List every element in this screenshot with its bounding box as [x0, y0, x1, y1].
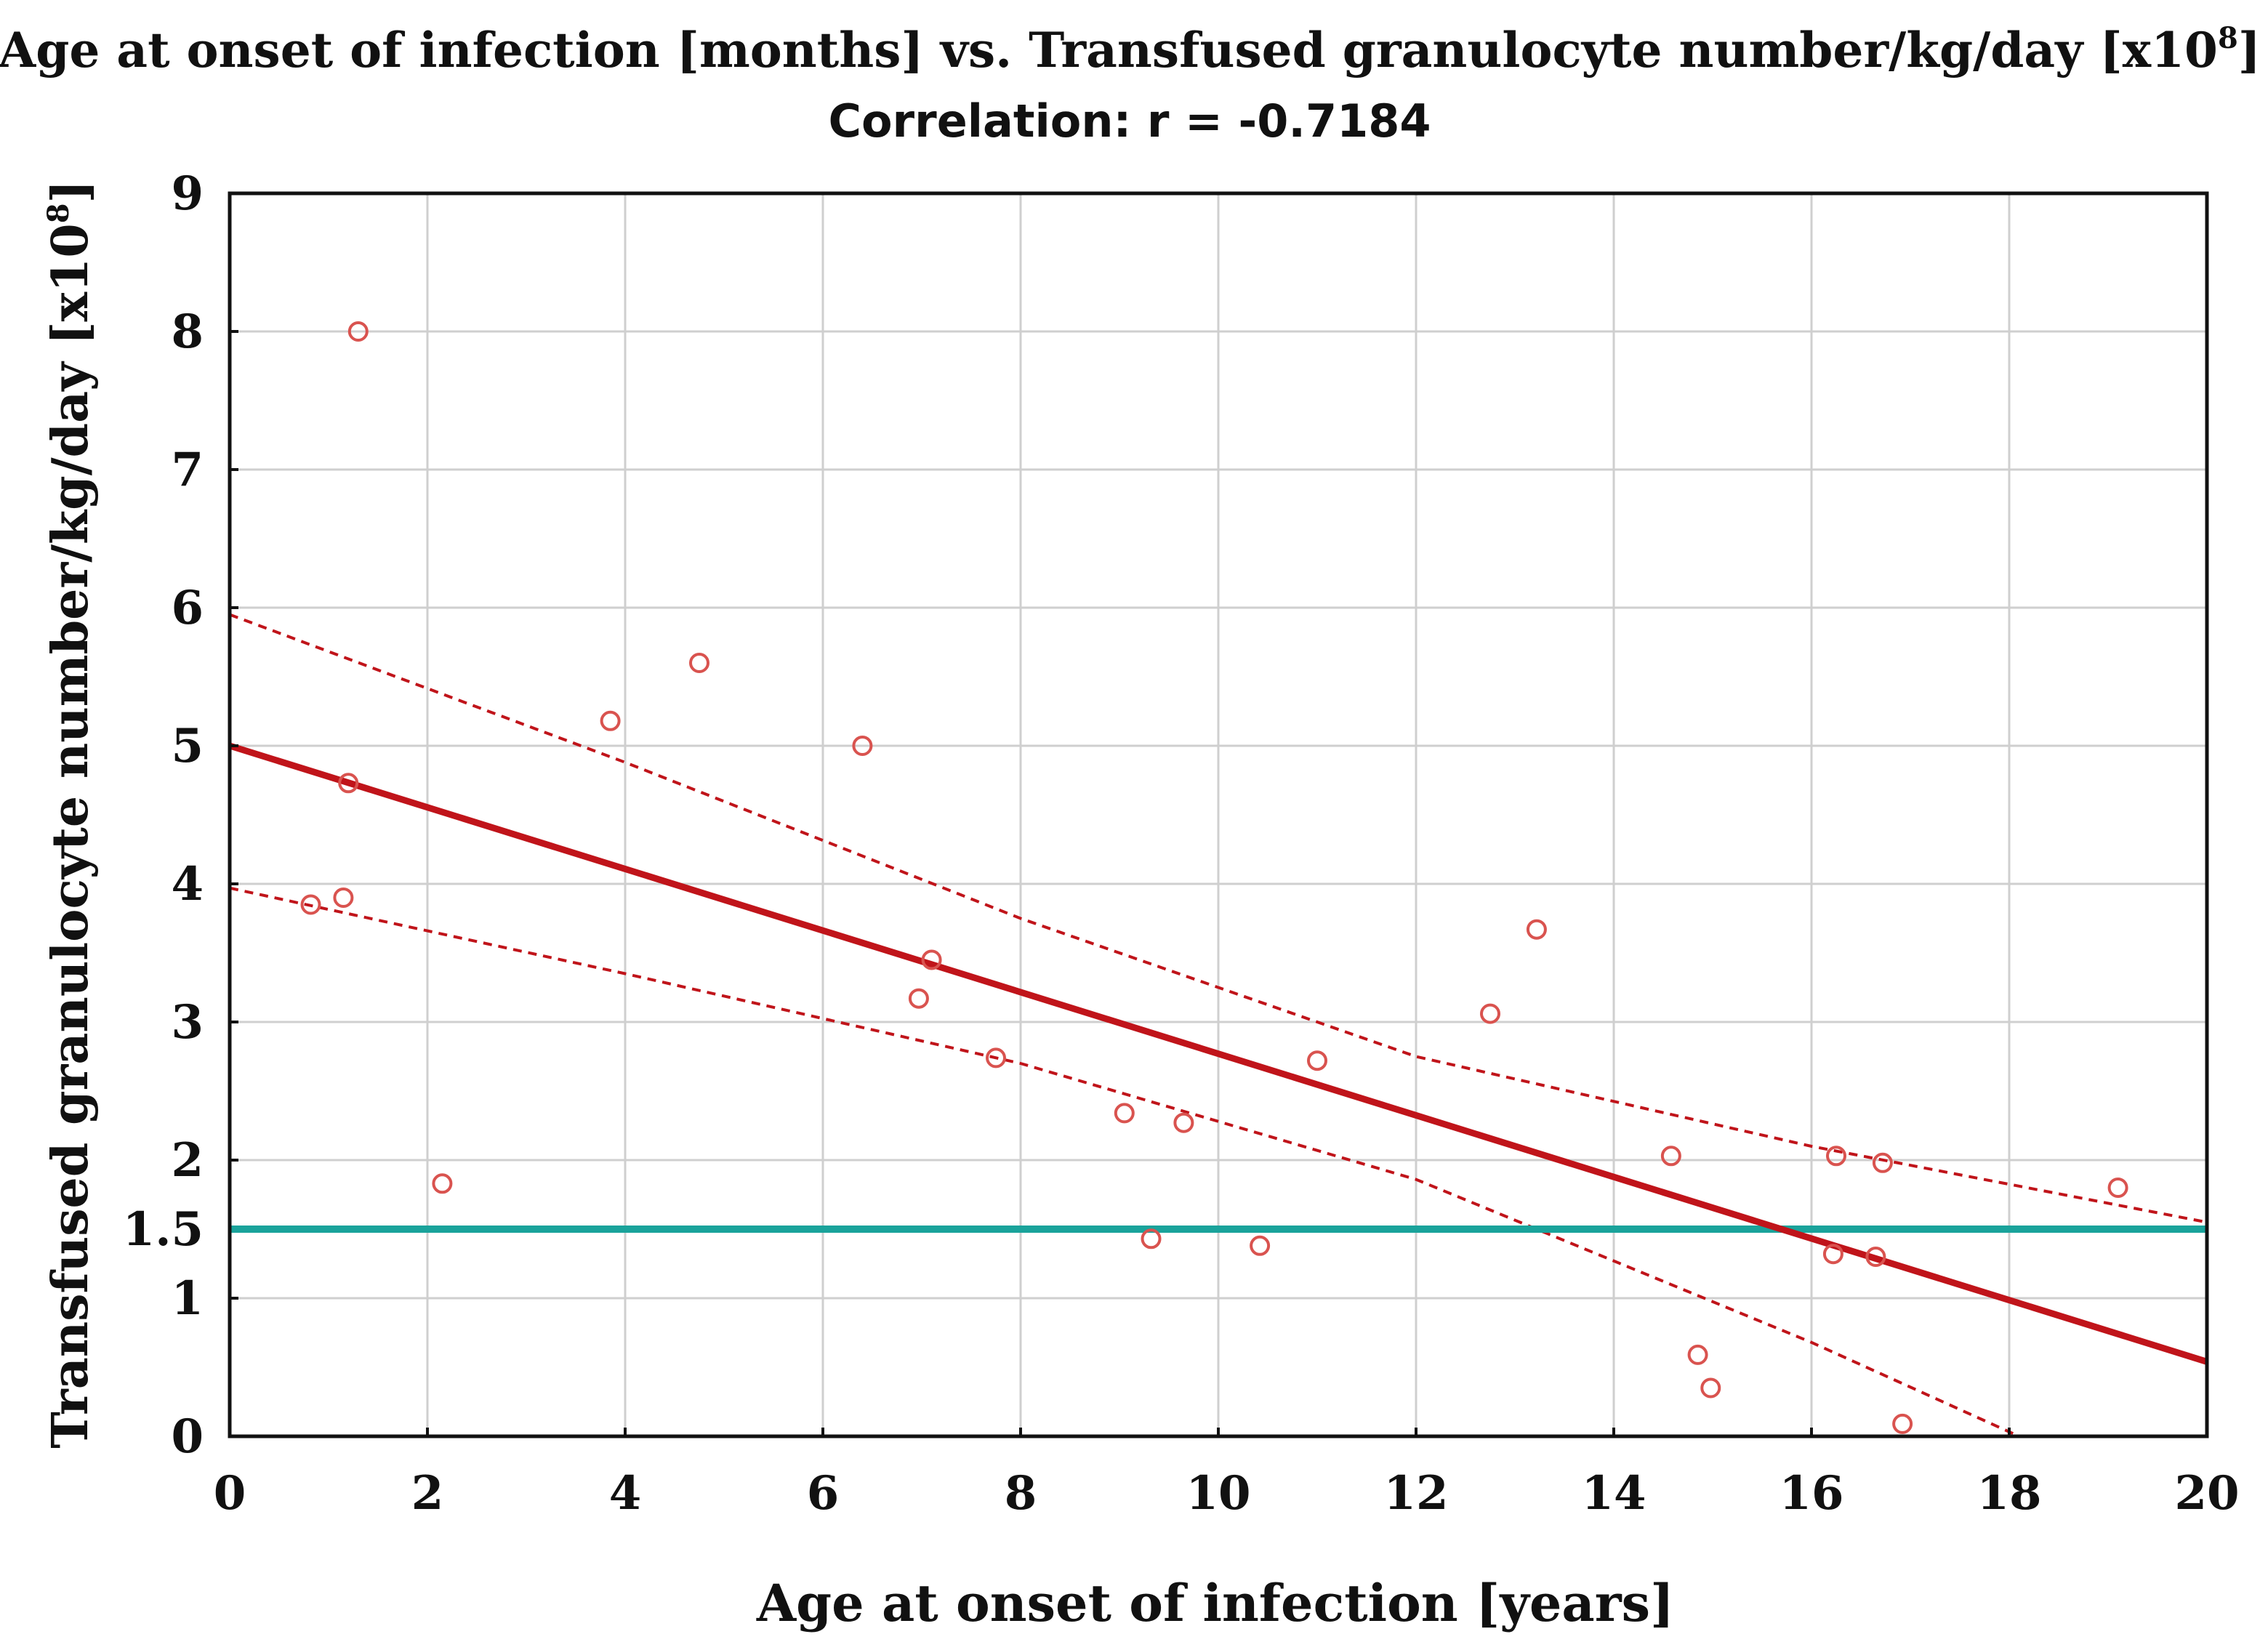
reference-line-label: 1.5 — [123, 1202, 204, 1257]
x-tick-label: 14 — [1581, 1466, 1646, 1521]
chart-title-main: Age at onset of infection [months] vs. T… — [0, 22, 2218, 79]
data-point — [338, 773, 359, 794]
confidence-band-lower — [229, 886, 2020, 1438]
x-tick-label: 4 — [609, 1466, 642, 1521]
regression-line — [228, 742, 2208, 1365]
data-point — [1687, 1344, 1708, 1365]
data-point — [1114, 1103, 1135, 1124]
x-tick-label: 18 — [1977, 1466, 2041, 1521]
y-tick-label: 9 — [171, 166, 204, 221]
y-tick-label: 5 — [171, 719, 204, 773]
y-tick-label: 6 — [171, 581, 204, 635]
y-tick-label: 1 — [171, 1271, 204, 1326]
data-point — [432, 1173, 453, 1194]
data-point — [921, 949, 942, 970]
data-point — [1141, 1228, 1162, 1249]
data-point — [908, 988, 929, 1009]
x-tick-label: 20 — [2174, 1466, 2239, 1521]
chart-title: Age at onset of infection [months] vs. T… — [0, 21, 2261, 79]
confidence-band-upper — [229, 613, 2208, 1224]
x-tick-label: 2 — [411, 1466, 444, 1521]
data-point — [300, 894, 321, 915]
y-tick-label: 0 — [171, 1409, 204, 1464]
y-tick-label: 8 — [171, 305, 204, 359]
y-axis-label-main: Transfused granulocyte number/kg/day [x1… — [41, 223, 100, 1448]
chart-title-superscript: 8 — [2218, 21, 2238, 55]
data-point — [986, 1047, 1006, 1069]
y-axis-ticks: 0 1 2 3 4 5 6 7 8 9 — [171, 166, 238, 1464]
data-point — [1892, 1413, 1913, 1434]
data-points — [300, 321, 2128, 1434]
regression-line-layer — [228, 742, 2208, 1365]
data-point — [1826, 1146, 1846, 1167]
y-tick-label: 4 — [171, 857, 204, 911]
x-tick-label: 12 — [1383, 1466, 1448, 1521]
chart-subtitle: Correlation: r = -0.7184 — [828, 94, 1431, 148]
data-point — [333, 888, 354, 908]
chart-title-suffix: ] — [2238, 22, 2261, 79]
reference-line-layer: 1.5 — [123, 1202, 2207, 1257]
y-tick-label: 3 — [171, 995, 204, 1050]
x-axis-ticks: 0 2 4 6 8 10 12 14 16 18 20 — [214, 1428, 2240, 1521]
data-point — [347, 321, 369, 342]
data-point — [1173, 1112, 1194, 1133]
y-axis-label-superscript: 8 — [41, 203, 76, 223]
x-tick-label: 10 — [1186, 1466, 1250, 1521]
data-point — [1480, 1003, 1500, 1024]
y-tick-label: 2 — [171, 1133, 204, 1188]
y-axis-label: Transfused granulocyte number/kg/day [x1… — [41, 180, 100, 1448]
x-tick-label: 6 — [807, 1466, 840, 1521]
data-point — [1307, 1050, 1327, 1071]
data-point — [2107, 1178, 2128, 1198]
data-point — [852, 736, 873, 756]
data-point — [1822, 1244, 1843, 1265]
confidence-band — [229, 613, 2208, 1438]
x-tick-label: 8 — [1005, 1466, 1037, 1521]
y-tick-label: 7 — [171, 443, 204, 497]
data-point — [1872, 1152, 1893, 1173]
data-point — [600, 710, 621, 731]
data-point — [1700, 1377, 1721, 1399]
data-point — [1865, 1247, 1886, 1267]
y-axis-label-suffix: ] — [41, 180, 100, 203]
data-point — [1526, 919, 1547, 940]
data-point — [689, 653, 709, 673]
x-tick-label: 0 — [214, 1466, 246, 1521]
data-point — [1250, 1235, 1271, 1256]
x-axis-label: Age at onset of infection [years] — [756, 1573, 1674, 1633]
x-tick-label: 16 — [1779, 1466, 1843, 1521]
data-point — [1660, 1146, 1681, 1167]
